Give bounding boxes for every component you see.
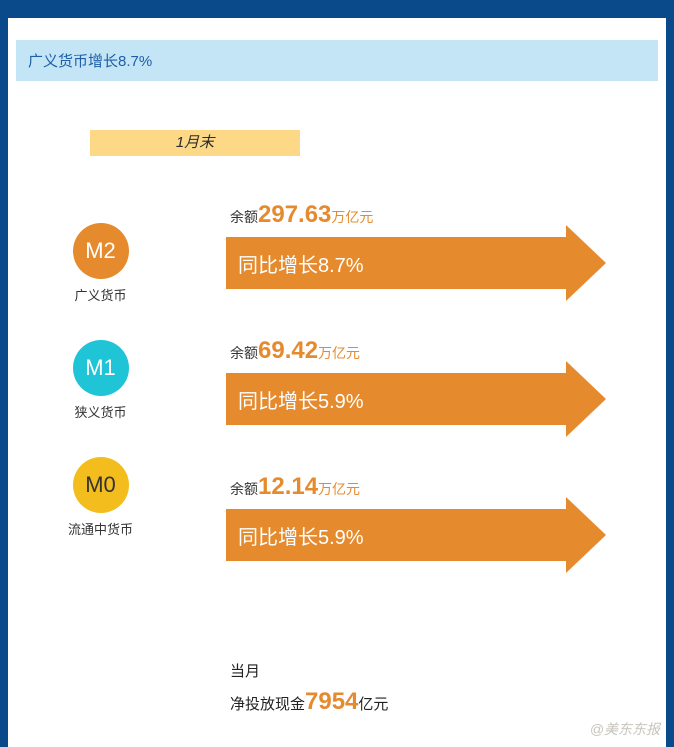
footer-unit: 亿元 [358,696,388,713]
arrow-column: 余额297.63万亿元 同比增长8.7% 余额69.42万亿元 同比增长5.9% [226,201,656,609]
balance-unit: 万亿元 [318,345,360,361]
legend-label-m0: 流通中货币 [68,519,133,538]
balance-prefix: 余额 [230,481,258,497]
balance-prefix: 余额 [230,345,258,361]
legend: M2 广义货币 M1 狭义货币 M0 流通中货币 [68,223,133,574]
watermark: @美东东报 [590,719,660,739]
arrow-block-m1: 余额69.42万亿元 同比增长5.9% [226,337,656,425]
period-chip: 1月末 [90,130,300,156]
footer-value: 7954 [305,688,358,715]
growth-arrow-m1: 同比增长5.9% [226,373,656,425]
balance-unit: 万亿元 [331,209,373,225]
legend-circle-m2: M2 [73,223,129,279]
balance-unit: 万亿元 [318,481,360,497]
arrow-head-icon [566,497,606,573]
arrow-body: 同比增长5.9% [226,509,566,561]
legend-item-m1: M1 狭义货币 [68,340,133,421]
balance-value: 12.14 [258,473,318,500]
header-band: 广义货币增长8.7% [16,40,658,81]
arrow-block-m0: 余额12.14万亿元 同比增长5.9% [226,473,656,561]
arrow-head-icon [566,225,606,301]
arrow-body: 同比增长5.9% [226,373,566,425]
arrow-block-m2: 余额297.63万亿元 同比增长8.7% [226,201,656,289]
legend-item-m2: M2 广义货币 [68,223,133,304]
arrow-body: 同比增长8.7% [226,237,566,289]
balance-prefix: 余额 [230,209,258,225]
legend-circle-m0: M0 [73,457,129,513]
footer-line1: 当月 [230,661,388,684]
balance-value: 297.63 [258,201,331,228]
arrow-head-icon [566,361,606,437]
footer-line2: 净投放现金7954亿元 [230,684,388,720]
infographic-frame: 广义货币增长8.7% 1月末 M2 广义货币 M1 狭义货币 M0 流通中货币 … [0,0,674,747]
footer-prefix: 净投放现金 [230,696,305,713]
legend-item-m0: M0 流通中货币 [68,457,133,538]
footer-summary: 当月 净投放现金7954亿元 [230,661,388,720]
growth-arrow-m0: 同比增长5.9% [226,509,656,561]
legend-circle-m1: M1 [73,340,129,396]
content-area: M2 广义货币 M1 狭义货币 M0 流通中货币 余额297.63万亿元 同比增… [8,201,666,741]
growth-arrow-m2: 同比增长8.7% [226,237,656,289]
balance-value: 69.42 [258,337,318,364]
legend-label-m2: 广义货币 [75,285,127,304]
legend-label-m1: 狭义货币 [75,402,127,421]
